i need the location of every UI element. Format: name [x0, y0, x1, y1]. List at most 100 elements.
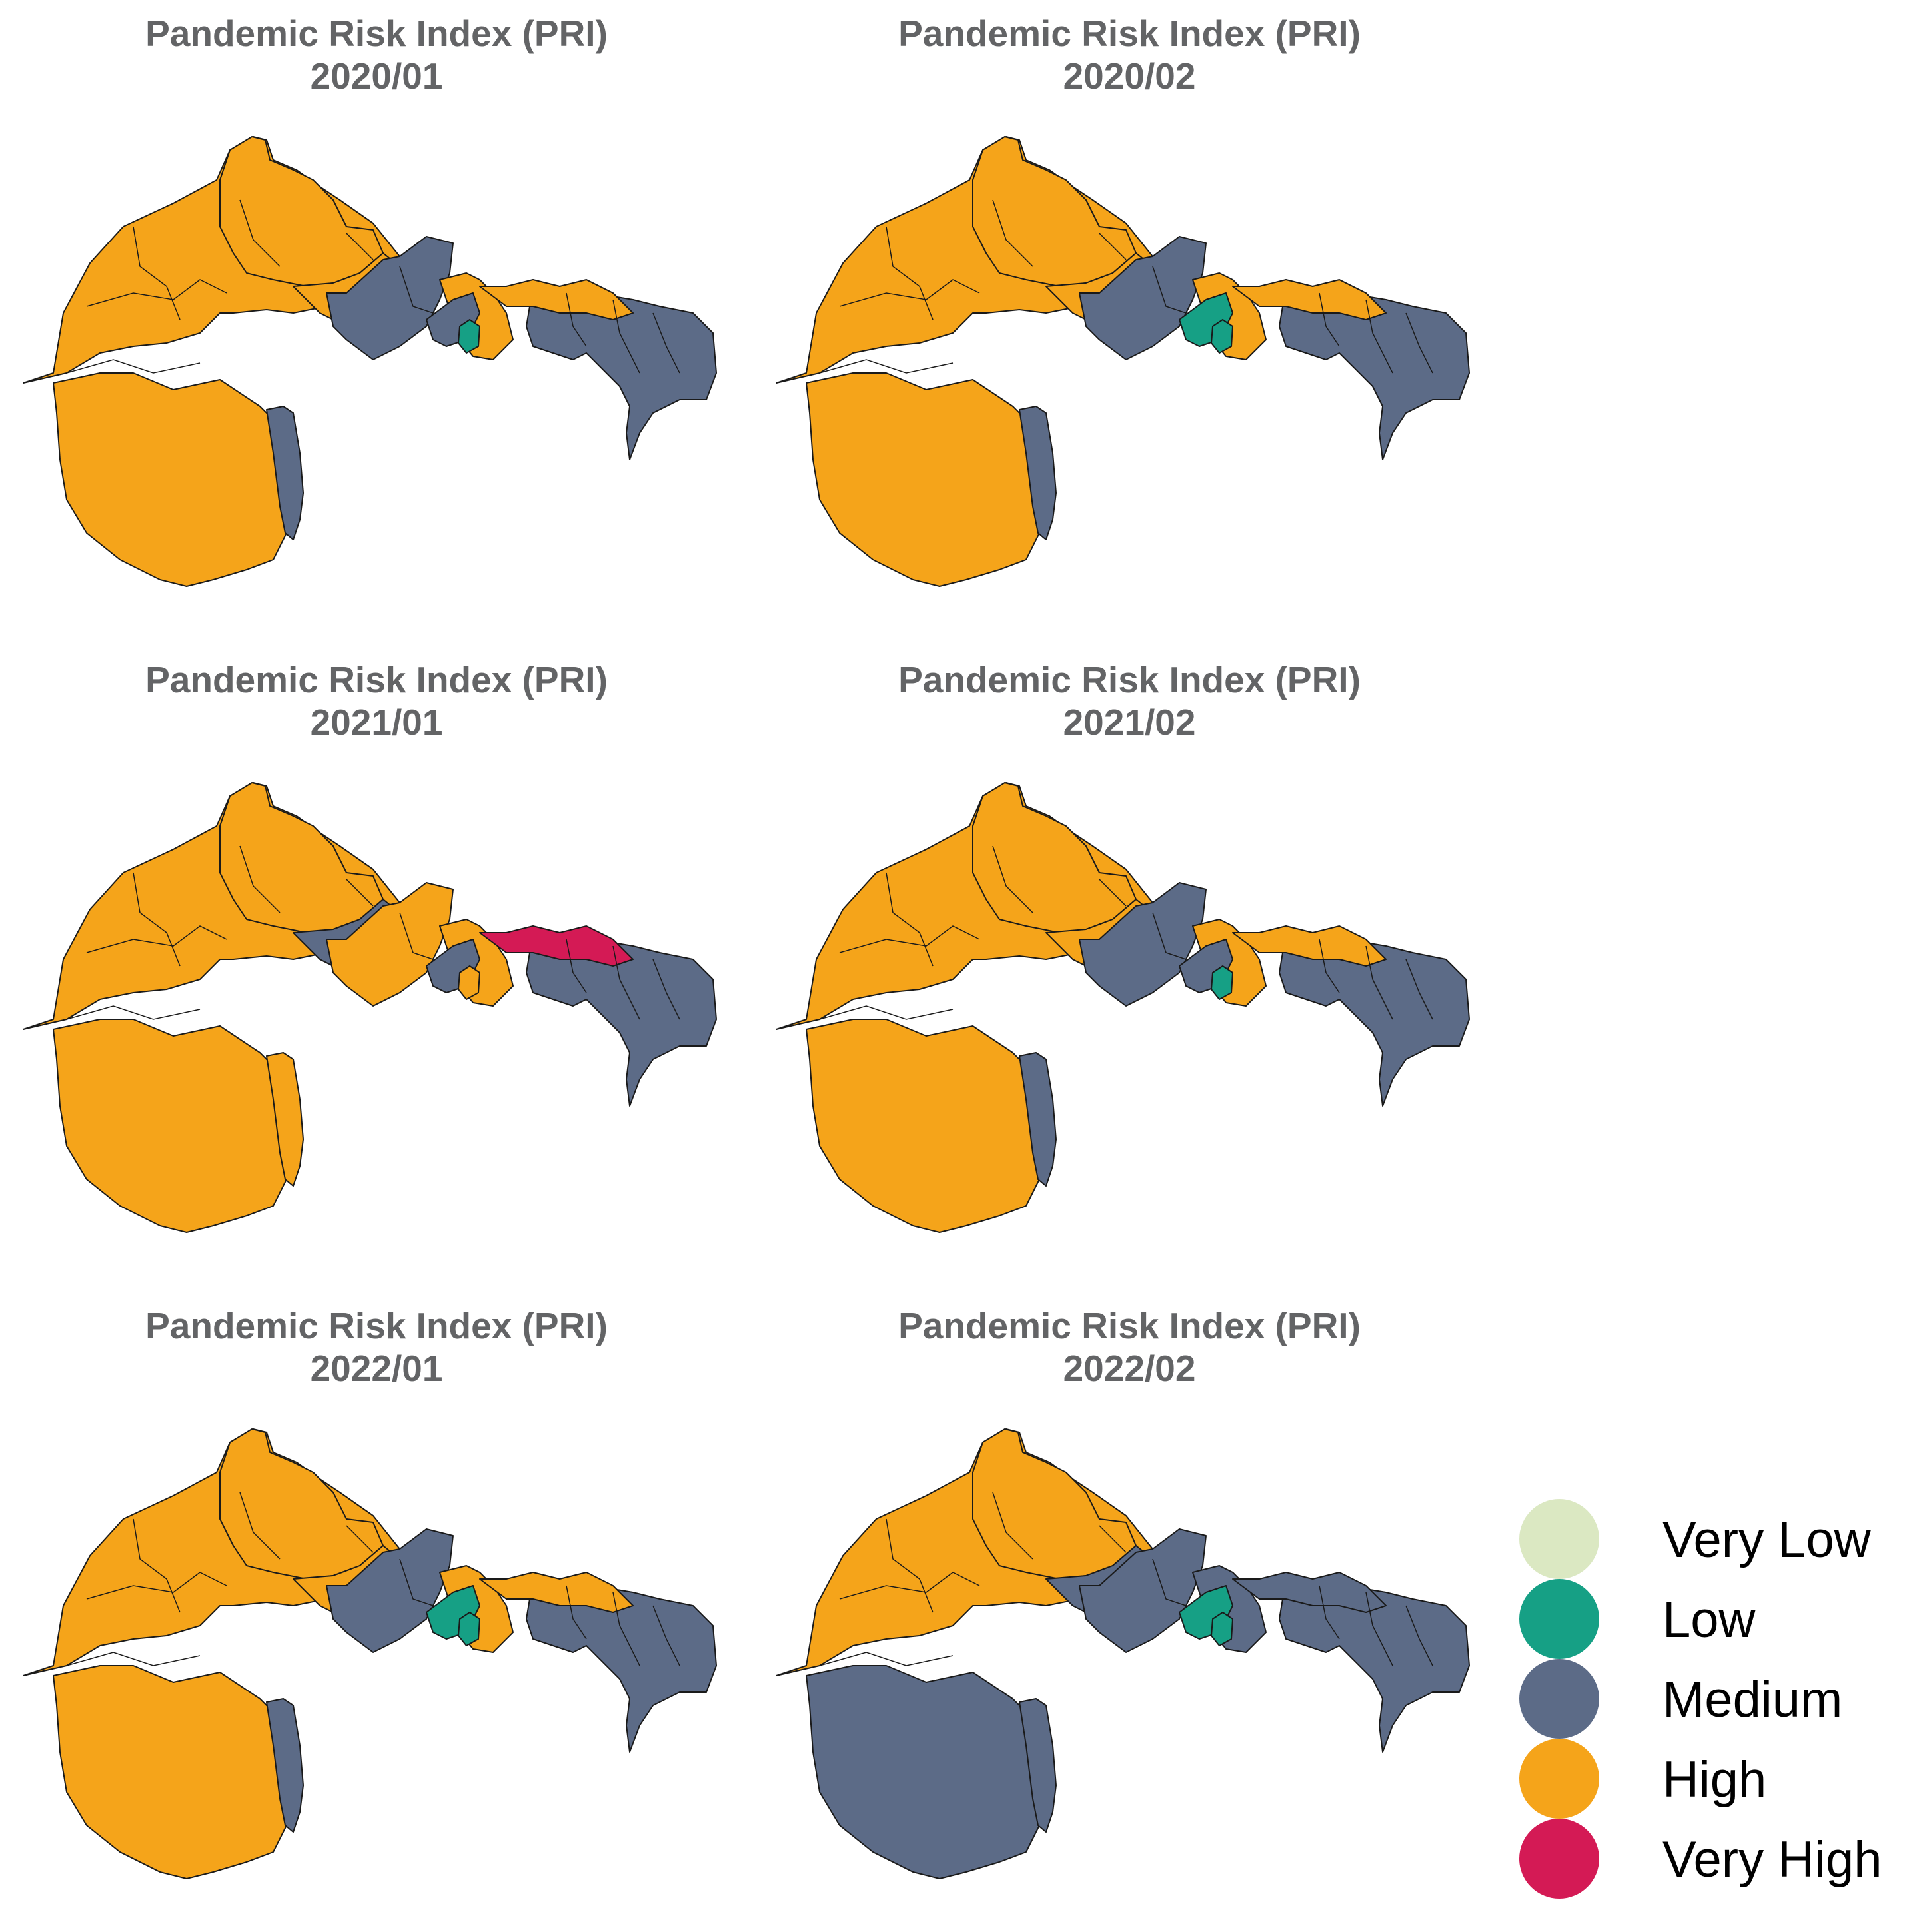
map-panel: Pandemic Risk Index (PRI) 2020/02 — [753, 0, 1506, 640]
panel-period: 2022/02 — [1063, 1348, 1196, 1389]
legend-item: Very Low — [1519, 1499, 1919, 1579]
panel-period: 2020/02 — [1063, 55, 1196, 97]
legend-label: Very Low — [1662, 1512, 1871, 1568]
region-boundary — [992, 845, 1033, 913]
region-boundary — [239, 845, 281, 913]
map-region-northmid — [219, 136, 384, 287]
legend-swatch — [1519, 1819, 1599, 1899]
region-boundary — [346, 879, 374, 907]
map-region-pocket — [458, 319, 480, 354]
map-region-southwest — [806, 1019, 1047, 1233]
region-boundary — [86, 925, 227, 953]
region-boundary — [239, 199, 281, 267]
panel-title: Pandemic Risk Index (PRI) 2021/02 — [753, 658, 1506, 743]
region-boundary — [346, 233, 374, 260]
map-region-eastcoast — [526, 932, 717, 1107]
region-boundary — [1365, 945, 1393, 1020]
region-boundary — [612, 1592, 640, 1666]
region-boundary — [1365, 1592, 1393, 1666]
map-region-southstrip — [1019, 1698, 1057, 1833]
legend-item: Medium — [1519, 1659, 1919, 1739]
region-boundary — [66, 1652, 201, 1666]
region-boundary — [66, 359, 201, 374]
region-boundary — [652, 959, 680, 1020]
legend-label: High — [1662, 1751, 1767, 1808]
region-boundary — [1319, 292, 1340, 347]
region-boundary — [1099, 1525, 1127, 1553]
region-boundary — [566, 1585, 587, 1640]
panel-title: Pandemic Risk Index (PRI) 2022/01 — [0, 1304, 753, 1390]
panel-title: Pandemic Risk Index (PRI) 2022/02 — [753, 1304, 1506, 1390]
region-boundary — [1099, 879, 1127, 907]
map-region-redarea — [479, 925, 634, 967]
region-boundary — [612, 299, 640, 374]
map-panel: Pandemic Risk Index (PRI) 2022/02 — [753, 1292, 1506, 1932]
region-boundary — [819, 359, 954, 374]
region-boundary — [839, 1572, 980, 1600]
map-region-pocket — [458, 1612, 480, 1646]
region-boundary — [566, 292, 587, 347]
region-boundary — [1152, 266, 1187, 314]
region-boundary — [886, 226, 934, 320]
map-panel: Pandemic Risk Index (PRI) 2022/01 — [0, 1292, 753, 1932]
legend-label: Low — [1662, 1592, 1756, 1648]
region-boundary — [652, 1605, 680, 1666]
legend-swatch — [1519, 1499, 1599, 1579]
map-region-southstrip — [266, 406, 304, 540]
region-boundary — [652, 312, 680, 374]
panel-title-text: Pandemic Risk Index (PRI) — [145, 13, 608, 54]
map-region-pocket — [1211, 1612, 1233, 1646]
map-region-redarea — [479, 279, 634, 320]
legend-swatch — [1519, 1579, 1599, 1659]
choropleth-map — [23, 136, 717, 587]
choropleth-map — [23, 1428, 717, 1879]
map-region-eastcoast — [1279, 1578, 1470, 1753]
region-boundary — [1365, 299, 1393, 374]
map-region-pocket — [1211, 319, 1233, 354]
panel-period: 2022/01 — [310, 1348, 443, 1389]
region-boundary — [1405, 959, 1433, 1020]
map-region-pocket — [1211, 965, 1233, 1000]
map-region-southwest — [53, 1019, 294, 1233]
panel-title: Pandemic Risk Index (PRI) 2020/02 — [753, 12, 1506, 97]
legend-label: Medium — [1662, 1672, 1843, 1728]
region-boundary — [1319, 1585, 1340, 1640]
map-region-southstrip — [1019, 406, 1057, 540]
region-boundary — [1319, 939, 1340, 993]
region-boundary — [399, 912, 434, 960]
region-boundary — [992, 199, 1033, 267]
region-boundary — [839, 279, 980, 307]
map-region-eastcoast — [526, 1578, 717, 1753]
panel-title-text: Pandemic Risk Index (PRI) — [145, 1305, 608, 1346]
map-region-eastcoast — [1279, 932, 1470, 1107]
region-boundary — [133, 1518, 181, 1613]
region-boundary — [819, 1652, 954, 1666]
choropleth-map — [23, 782, 717, 1233]
map-panel: Pandemic Risk Index (PRI) 2021/02 — [753, 646, 1506, 1286]
choropleth-map — [776, 1428, 1470, 1879]
region-boundary — [399, 266, 434, 314]
legend-label: Very High — [1662, 1831, 1882, 1888]
region-boundary — [399, 1558, 434, 1606]
region-boundary — [133, 226, 181, 320]
map-region-northmid — [219, 1428, 384, 1580]
region-boundary — [239, 1492, 281, 1560]
map-region-redarea — [1232, 925, 1387, 967]
map-region-pocket — [458, 965, 480, 1000]
panel-title-text: Pandemic Risk Index (PRI) — [898, 1305, 1361, 1346]
region-boundary — [819, 1005, 954, 1020]
panel-title: Pandemic Risk Index (PRI) 2021/01 — [0, 658, 753, 743]
region-boundary — [566, 939, 587, 993]
map-region-southstrip — [266, 1052, 304, 1187]
map-region-southwest — [806, 372, 1047, 587]
map-region-northmid — [972, 782, 1137, 933]
panel-title: Pandemic Risk Index (PRI) 2020/01 — [0, 12, 753, 97]
legend-item: Very High — [1519, 1819, 1919, 1899]
choropleth-map — [776, 782, 1470, 1233]
map-panel: Pandemic Risk Index (PRI) 2020/01 — [0, 0, 753, 640]
map-region-eastcoast — [526, 286, 717, 460]
region-boundary — [1152, 1558, 1187, 1606]
panel-period: 2021/01 — [310, 702, 443, 743]
panel-period: 2020/01 — [310, 55, 443, 97]
map-region-redarea — [479, 1572, 634, 1613]
